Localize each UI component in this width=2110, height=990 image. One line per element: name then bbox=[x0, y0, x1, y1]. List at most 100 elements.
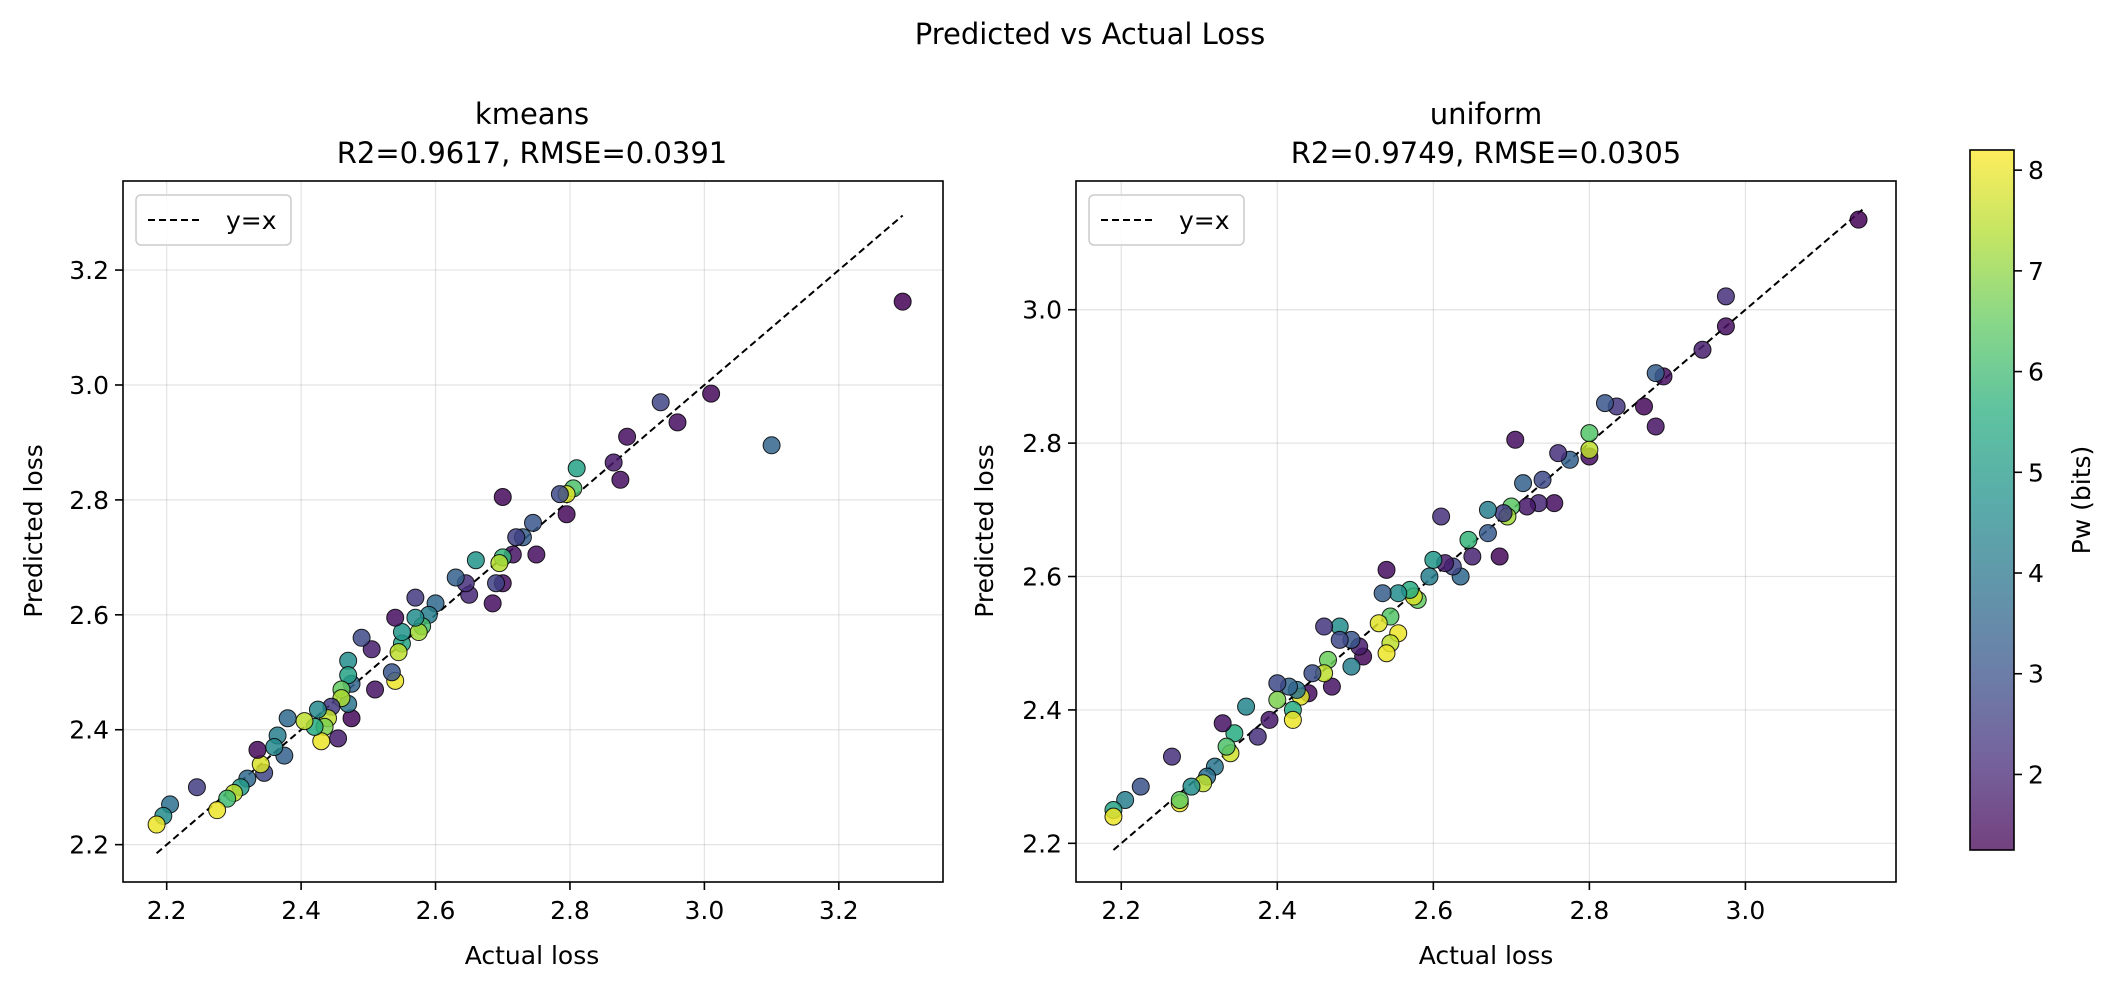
kmeans-point bbox=[330, 730, 347, 747]
kmeans-panel: kmeans R2=0.9617, RMSE=0.0391 2.2 2.4 2.6 2… bbox=[19, 97, 943, 970]
colorbar-tick-label: 8 bbox=[2028, 156, 2044, 185]
uniform-ytick-label: 2.6 bbox=[1022, 563, 1062, 592]
colorbar-tick-label: 6 bbox=[2028, 358, 2044, 387]
kmeans-xtick-label: 3.0 bbox=[685, 896, 725, 925]
kmeans-point bbox=[568, 460, 585, 477]
figure-suptitle: Predicted vs Actual Loss bbox=[915, 17, 1266, 51]
uniform-yticks: 2.2 2.4 2.6 2.8 3.0 bbox=[1022, 296, 1076, 859]
kmeans-legend-label: y=x bbox=[226, 206, 277, 235]
kmeans-point bbox=[551, 486, 568, 503]
uniform-point bbox=[1304, 665, 1321, 682]
colorbar-tick-label: 5 bbox=[2028, 458, 2044, 487]
uniform-xtick-label: 2.6 bbox=[1413, 896, 1453, 925]
kmeans-point bbox=[309, 701, 326, 718]
uniform-point bbox=[1518, 498, 1535, 515]
kmeans-point bbox=[353, 629, 370, 646]
kmeans-point bbox=[296, 713, 313, 730]
kmeans-point bbox=[528, 546, 545, 563]
uniform-point bbox=[1331, 631, 1348, 648]
uniform-title: uniform bbox=[1430, 97, 1542, 131]
kmeans-point bbox=[407, 589, 424, 606]
kmeans-point bbox=[494, 489, 511, 506]
kmeans-legend: y=x bbox=[136, 195, 291, 245]
uniform-point bbox=[1550, 445, 1567, 462]
uniform-point bbox=[1581, 425, 1598, 442]
kmeans-xtick-label: 3.2 bbox=[819, 896, 859, 925]
colorbar-tick-label: 4 bbox=[2028, 559, 2044, 588]
uniform-point bbox=[1464, 548, 1481, 565]
kmeans-xtick-label: 2.2 bbox=[147, 896, 187, 925]
kmeans-xlabel: Actual loss bbox=[465, 941, 600, 970]
kmeans-ylabel: Predicted loss bbox=[19, 444, 48, 618]
colorbar-tick-label: 2 bbox=[2028, 760, 2044, 789]
uniform-point bbox=[1647, 365, 1664, 382]
kmeans-point bbox=[209, 802, 226, 819]
uniform-ytick-label: 2.4 bbox=[1022, 696, 1062, 725]
kmeans-point bbox=[894, 293, 911, 310]
uniform-xtick-label: 3.0 bbox=[1726, 896, 1766, 925]
kmeans-point bbox=[249, 741, 266, 758]
kmeans-xtick-label: 2.4 bbox=[281, 896, 321, 925]
figure: Predicted vs Actual Loss kmeans R2=0.961… bbox=[0, 0, 2110, 990]
uniform-point bbox=[1105, 808, 1122, 825]
uniform-point bbox=[1284, 711, 1301, 728]
uniform-point bbox=[1495, 505, 1512, 522]
kmeans-point bbox=[447, 569, 464, 586]
uniform-point bbox=[1717, 318, 1734, 335]
uniform-point bbox=[1214, 715, 1231, 732]
uniform-point bbox=[1433, 508, 1450, 525]
kmeans-point bbox=[488, 575, 505, 592]
uniform-metrics: R2=0.9749, RMSE=0.0305 bbox=[1291, 136, 1681, 170]
kmeans-ytick-label: 3.0 bbox=[69, 371, 109, 400]
kmeans-ytick-label: 2.6 bbox=[69, 601, 109, 630]
uniform-point bbox=[1269, 675, 1286, 692]
uniform-xtick-label: 2.4 bbox=[1257, 896, 1297, 925]
uniform-point bbox=[1717, 288, 1734, 305]
kmeans-point bbox=[508, 529, 525, 546]
colorbar-label: Pw (bits) bbox=[2067, 446, 2096, 555]
kmeans-point bbox=[188, 779, 205, 796]
kmeans-point bbox=[266, 738, 283, 755]
kmeans-ytick-label: 3.2 bbox=[69, 256, 109, 285]
uniform-point bbox=[1421, 568, 1438, 585]
uniform-point bbox=[1132, 778, 1149, 795]
uniform-legend: y=x bbox=[1089, 195, 1244, 245]
uniform-point bbox=[1269, 691, 1286, 708]
uniform-legend-label: y=x bbox=[1179, 206, 1230, 235]
kmeans-point bbox=[383, 664, 400, 681]
kmeans-point bbox=[390, 644, 407, 661]
uniform-point bbox=[1163, 748, 1180, 765]
kmeans-point bbox=[558, 506, 575, 523]
uniform-point bbox=[1479, 525, 1496, 542]
colorbar-tick-label: 7 bbox=[2028, 257, 2044, 286]
kmeans-xtick-label: 2.6 bbox=[416, 896, 456, 925]
colorbar: 2 3 4 5 6 7 8 Pw (bits) bbox=[1970, 150, 2096, 850]
kmeans-xtick-label: 2.8 bbox=[550, 896, 590, 925]
uniform-point bbox=[1425, 551, 1442, 568]
uniform-point bbox=[1390, 585, 1407, 602]
kmeans-point bbox=[669, 414, 686, 431]
uniform-ytick-label: 2.8 bbox=[1022, 429, 1062, 458]
colorbar-gradient bbox=[1970, 150, 2014, 850]
uniform-point bbox=[1596, 395, 1613, 412]
uniform-point bbox=[1183, 778, 1200, 795]
uniform-xtick-label: 2.8 bbox=[1569, 896, 1609, 925]
kmeans-point bbox=[619, 428, 636, 445]
uniform-point bbox=[1507, 431, 1524, 448]
uniform-xticks: 2.2 2.4 2.6 2.8 3.0 bbox=[1101, 882, 1765, 925]
uniform-panel: uniform R2=0.9749, RMSE=0.0305 2.2 2.4 2.6… bbox=[970, 97, 1896, 970]
kmeans-point bbox=[367, 681, 384, 698]
uniform-point bbox=[1238, 698, 1255, 715]
kmeans-title: kmeans bbox=[475, 97, 589, 131]
colorbar-tick-label: 3 bbox=[2028, 660, 2044, 689]
figure-svg: Predicted vs Actual Loss kmeans R2=0.961… bbox=[0, 0, 2110, 990]
uniform-ytick-label: 3.0 bbox=[1022, 296, 1062, 325]
kmeans-point bbox=[407, 609, 424, 626]
kmeans-point bbox=[652, 394, 669, 411]
uniform-point bbox=[1171, 791, 1188, 808]
uniform-point bbox=[1218, 738, 1235, 755]
uniform-point bbox=[1694, 341, 1711, 358]
kmeans-point bbox=[525, 514, 542, 531]
uniform-point bbox=[1460, 531, 1477, 548]
kmeans-yticks: 2.2 2.4 2.6 2.8 3.0 3.2 bbox=[69, 256, 123, 860]
